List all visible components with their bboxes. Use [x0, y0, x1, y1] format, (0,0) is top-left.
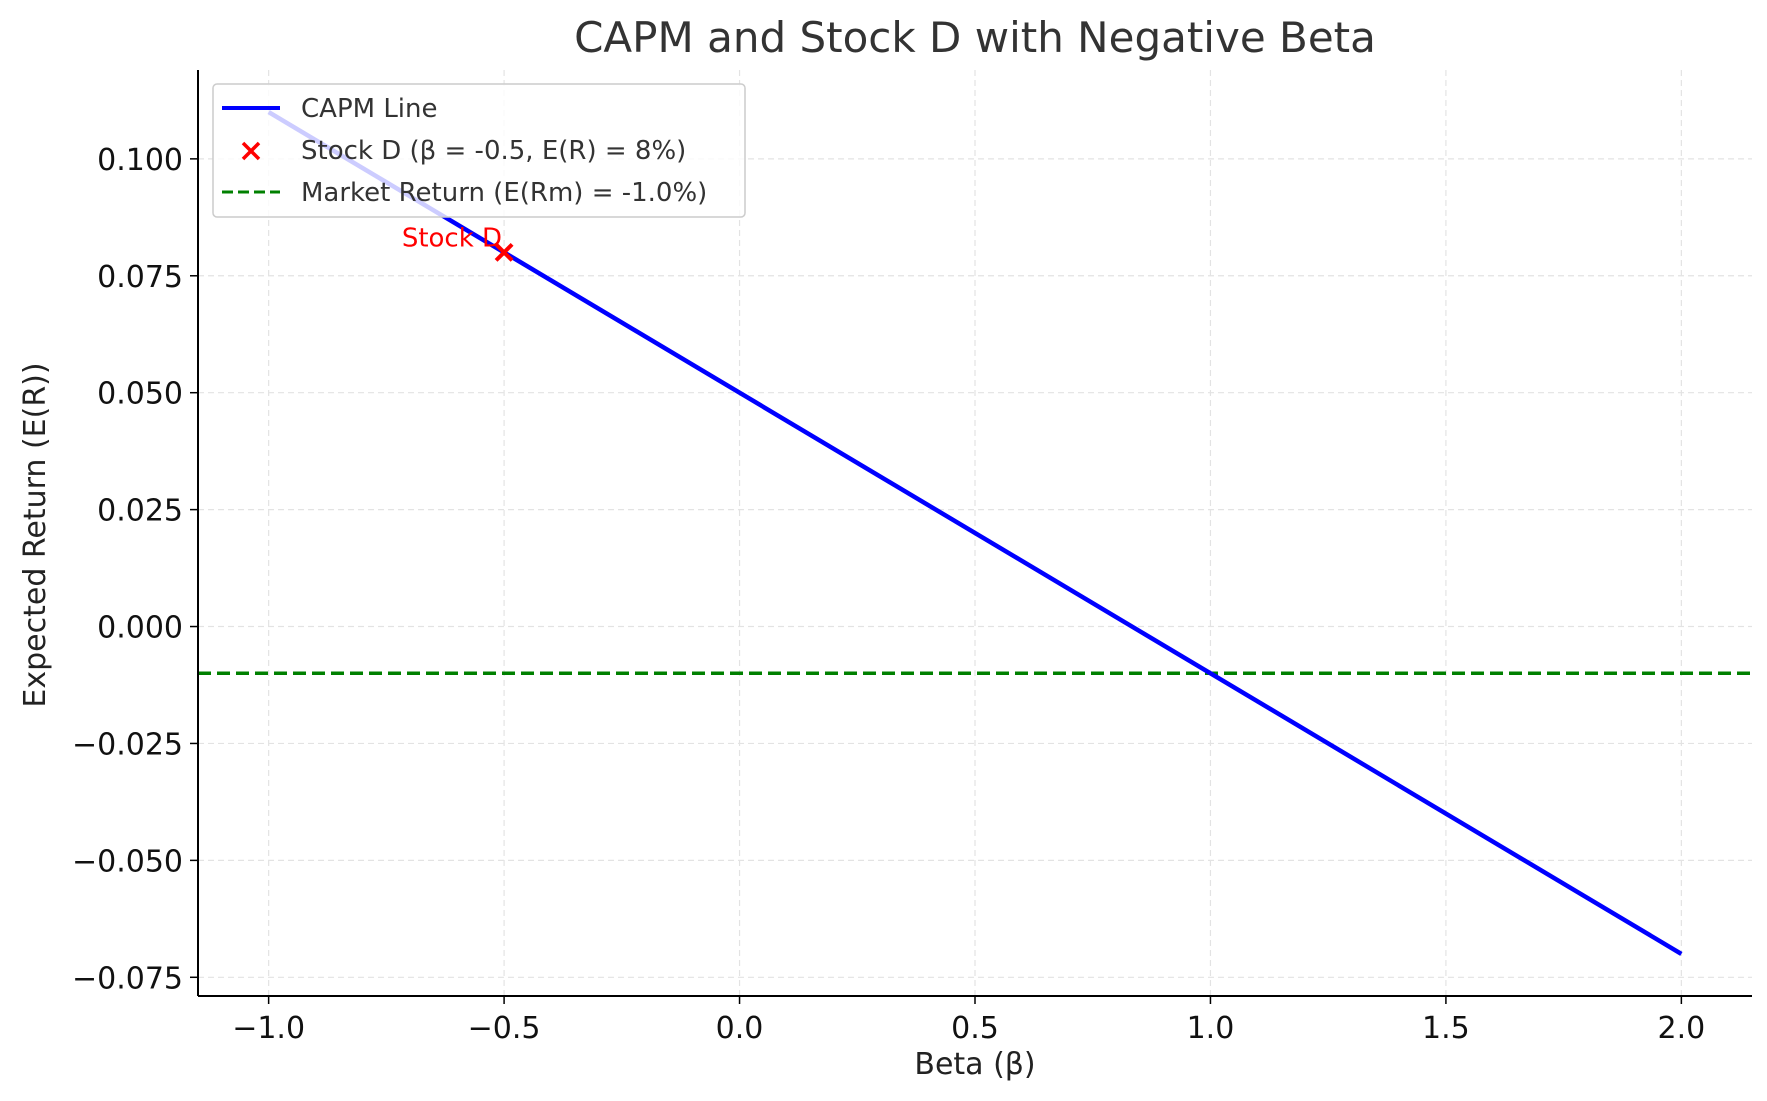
plot-area: Stock D: [198, 110, 1752, 956]
y-tick-label: −0.050: [72, 844, 183, 879]
stock-d-point: [494, 242, 514, 262]
legend-stock-d-marker: [241, 141, 261, 161]
y-tick-label: 0.000: [97, 611, 183, 646]
tick-labels: −1.0 −0.5 0.0 0.5 1.0 1.5 2.0 0.100 0.075 0.050 0.…: [72, 143, 1705, 1046]
grid: [198, 70, 1752, 996]
stock-d-marker-stroke: [494, 242, 514, 262]
y-tick-label: −0.075: [72, 961, 183, 996]
x-tick-label: 0.0: [716, 1011, 764, 1046]
legend-stock-d-label: Stock D (β = -0.5, E(R) = 8%): [301, 136, 686, 166]
y-tick-label: 0.100: [97, 143, 183, 178]
x-tick-label: 1.0: [1187, 1011, 1235, 1046]
y-tick-label: 0.025: [97, 494, 183, 529]
y-tick-label: 0.050: [97, 377, 183, 412]
x-tick-label: −1.0: [232, 1011, 305, 1046]
x-axis-title: Beta (β): [914, 1047, 1035, 1082]
y-tick-label: −0.025: [72, 727, 183, 762]
x-tick-label: −0.5: [468, 1011, 541, 1046]
y-axis-title: Expected Return (E(R)): [18, 362, 53, 707]
stock-d-annotation: Stock D: [402, 223, 502, 253]
x-tick-label: 0.5: [951, 1011, 999, 1046]
x-tick-label: 1.5: [1422, 1011, 1470, 1046]
legend: CAPM Line Stock D (β = -0.5, E(R) = 8%) …: [212, 83, 746, 218]
legend-market-return-label: Market Return (E(Rm) = -1.0%): [301, 178, 707, 208]
legend-capm-line-label: CAPM Line: [301, 94, 438, 124]
legend-frame: [212, 83, 746, 218]
x-tick-label: 2.0: [1658, 1011, 1706, 1046]
axes: [190, 70, 1752, 1004]
chart-title: CAPM and Stock D with Negative Beta: [574, 13, 1376, 62]
y-tick-label: 0.075: [97, 260, 183, 295]
